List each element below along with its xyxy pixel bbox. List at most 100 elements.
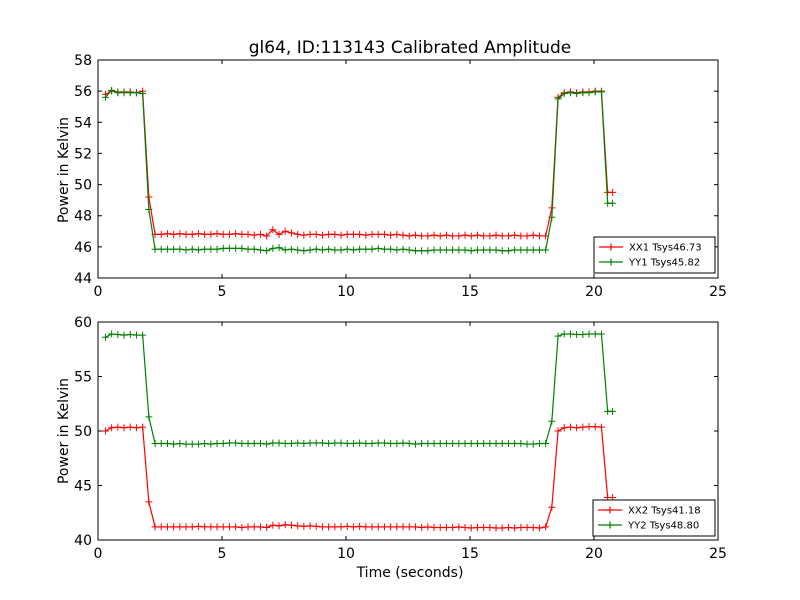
data-point-0-1-82 — [609, 199, 617, 207]
data-point-1-0-26 — [263, 523, 271, 531]
data-point-0-1-37 — [331, 246, 339, 254]
data-point-1-0-75 — [566, 423, 574, 431]
data-point-1-1-43 — [368, 440, 376, 448]
data-point-1-0-38 — [337, 523, 345, 531]
data-point-0-1-77 — [579, 89, 587, 97]
data-point-0-1-61 — [480, 246, 488, 254]
data-point-0-1-17 — [207, 245, 215, 253]
data-point-0-1-19 — [219, 244, 227, 252]
data-point-1-0-78 — [585, 423, 593, 431]
data-point-0-0-53 — [430, 231, 438, 239]
data-point-1-1-54 — [436, 440, 444, 448]
data-point-0-0-57 — [455, 232, 463, 240]
data-point-0-0-30 — [287, 229, 295, 237]
data-point-1-1-47 — [393, 440, 401, 448]
data-point-1-0-47 — [393, 523, 401, 531]
data-point-0-0-26 — [263, 232, 271, 240]
data-point-1-0-57 — [455, 523, 463, 531]
data-point-0-1-28 — [275, 244, 283, 252]
data-point-1-1-5 — [132, 331, 140, 339]
data-point-1-1-38 — [337, 439, 345, 447]
legend-box-0 — [593, 236, 716, 274]
data-point-1-1-33 — [306, 439, 314, 447]
y-tick-label-1-2: 50 — [74, 424, 92, 440]
x-tick-label-1-2: 10 — [337, 546, 355, 562]
data-point-1-0-6 — [139, 423, 147, 431]
data-point-0-0-54 — [436, 232, 444, 240]
data-point-1-0-49 — [405, 523, 413, 531]
data-point-1-1-69 — [529, 440, 537, 448]
data-point-1-0-53 — [430, 523, 438, 531]
data-point-0-0-21 — [232, 230, 240, 238]
data-point-1-1-73 — [554, 332, 562, 340]
data-point-1-0-70 — [535, 524, 543, 532]
data-point-1-1-59 — [467, 440, 475, 448]
data-point-1-1-24 — [250, 440, 258, 448]
data-point-1-1-76 — [573, 331, 581, 339]
data-point-1-1-75 — [566, 330, 574, 338]
top-panel-y-label: Power in Kelvin — [56, 117, 72, 223]
data-point-1-1-35 — [318, 439, 326, 447]
x-tick-label-1-0: 0 — [94, 546, 103, 562]
data-point-0-1-65 — [504, 247, 512, 255]
data-point-0-1-47 — [393, 246, 401, 254]
data-point-1-1-3 — [120, 331, 128, 339]
data-point-1-1-8 — [151, 440, 159, 448]
data-point-1-0-22 — [238, 523, 246, 531]
data-point-1-0-14 — [188, 523, 196, 531]
data-point-0-1-36 — [325, 245, 333, 253]
data-point-1-1-50 — [411, 440, 419, 448]
data-point-0-1-78 — [585, 89, 593, 97]
data-point-1-0-9 — [157, 523, 165, 531]
x-tick-label-0-2: 10 — [337, 284, 355, 300]
data-point-0-1-4 — [126, 89, 134, 97]
data-point-0-1-51 — [418, 247, 426, 255]
data-point-1-0-66 — [511, 524, 519, 532]
data-point-1-0-32 — [300, 522, 308, 530]
data-point-0-1-49 — [405, 246, 413, 254]
data-point-1-0-10 — [163, 523, 171, 531]
data-point-0-1-62 — [486, 246, 494, 254]
data-point-1-1-45 — [380, 439, 388, 447]
data-point-1-0-50 — [411, 523, 419, 531]
data-point-1-0-77 — [579, 423, 587, 431]
data-point-1-0-52 — [424, 523, 432, 531]
data-point-0-0-69 — [529, 231, 537, 239]
data-point-0-1-30 — [287, 245, 295, 253]
data-point-0-0-41 — [356, 230, 364, 238]
data-point-0-0-25 — [256, 230, 264, 238]
data-point-0-0-46 — [387, 231, 395, 239]
data-point-0-0-22 — [238, 230, 246, 238]
data-point-1-1-27 — [269, 439, 277, 447]
data-point-1-0-73 — [554, 427, 562, 435]
data-point-1-0-2 — [114, 423, 122, 431]
data-point-1-1-26 — [263, 440, 271, 448]
data-point-0-1-3 — [120, 88, 128, 96]
data-point-0-1-32 — [300, 247, 308, 255]
legend-swatch-0-0 — [599, 243, 623, 251]
data-point-0-1-75 — [566, 89, 574, 97]
data-point-0-0-29 — [281, 227, 289, 235]
data-point-0-1-38 — [337, 246, 345, 254]
data-point-1-1-41 — [356, 439, 364, 447]
data-point-0-0-40 — [349, 230, 357, 238]
x-tick-label-0-1: 5 — [218, 284, 227, 300]
data-point-1-1-32 — [300, 440, 308, 448]
data-point-0-1-33 — [306, 246, 314, 254]
data-point-1-0-15 — [194, 522, 202, 530]
data-point-0-1-58 — [461, 246, 469, 254]
data-point-1-1-42 — [362, 440, 370, 448]
data-point-1-0-39 — [343, 522, 351, 530]
data-point-1-0-25 — [256, 523, 264, 531]
data-point-0-1-0 — [101, 93, 109, 101]
data-point-1-1-64 — [498, 440, 506, 448]
legend-label-1-0: XX2 Tsys41.18 — [628, 506, 701, 517]
data-point-1-0-71 — [542, 523, 550, 531]
data-point-1-0-4 — [126, 423, 134, 431]
data-point-0-1-72 — [548, 213, 556, 221]
data-point-0-1-46 — [387, 245, 395, 253]
data-point-0-1-40 — [349, 246, 357, 254]
x-tick-label-0-4: 20 — [585, 284, 603, 300]
data-point-0-0-70 — [535, 232, 543, 240]
data-point-0-0-37 — [331, 230, 339, 238]
